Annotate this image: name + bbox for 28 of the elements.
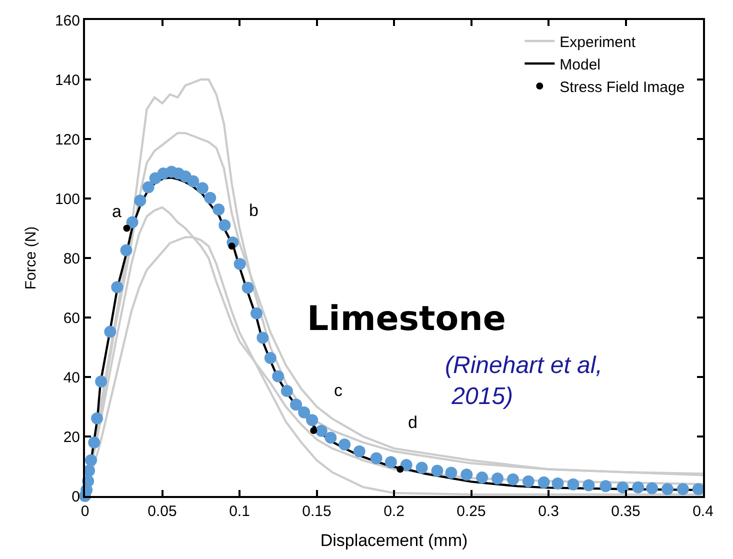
x-tick-label: 0.35 xyxy=(611,503,640,520)
y-tick-label: 140 xyxy=(54,72,80,89)
annotation: d xyxy=(408,413,418,432)
x-tick-label: 0.05 xyxy=(148,503,177,520)
annotation: c xyxy=(334,381,343,400)
x-tick-label: 0.1 xyxy=(229,503,250,520)
legend-label: Model xyxy=(560,56,600,74)
y-tick-label: 100 xyxy=(54,190,80,208)
y-tick-label: 40 xyxy=(63,369,80,386)
annotation: (Rinehart et al, 2015) xyxy=(445,352,602,410)
annotation: b xyxy=(249,201,258,220)
y-tick-label: 80 xyxy=(63,250,80,268)
y-tick-label: 160 xyxy=(54,12,80,30)
x-tick-label: 0.4 xyxy=(692,503,714,520)
x-tick-label: 0.25 xyxy=(456,503,486,520)
y-tick-label: 60 xyxy=(63,310,80,327)
legend-label: Stress Field Image xyxy=(560,78,685,96)
y-axis-title: Force (N) xyxy=(22,226,40,290)
y-tick-label: 20 xyxy=(63,428,80,446)
x-axis-title: Displacement (mm) xyxy=(320,530,468,550)
annotation: Limestone xyxy=(307,299,506,339)
y-tick-label: 0 xyxy=(72,488,80,506)
legend-label: Experiment xyxy=(560,34,636,51)
y-tick-label: 120 xyxy=(54,131,80,148)
annotation: a xyxy=(112,202,122,221)
x-tick-label: 0.3 xyxy=(538,503,559,520)
x-tick-label: 0.2 xyxy=(384,503,404,520)
x-tick-label: 0.15 xyxy=(302,503,332,520)
